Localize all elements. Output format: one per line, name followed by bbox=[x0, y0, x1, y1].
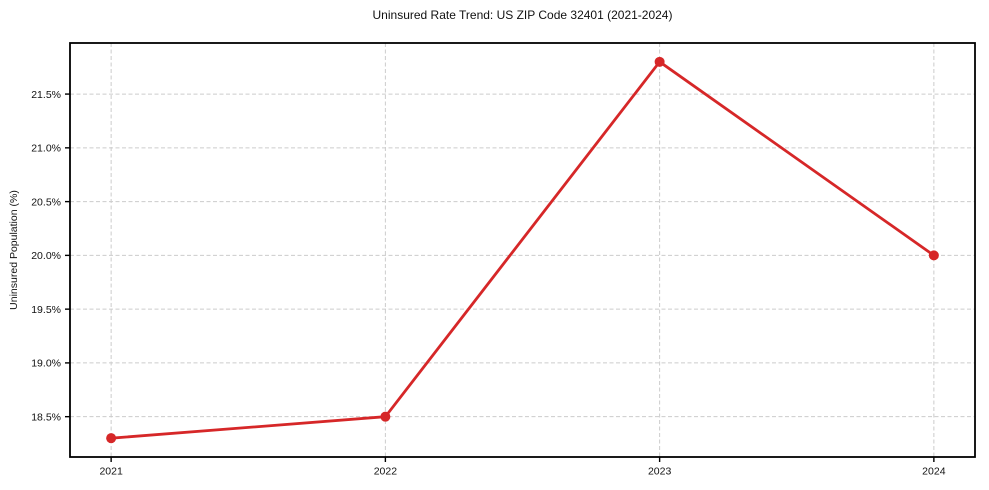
x-tick-label: 2022 bbox=[374, 466, 398, 478]
plot-border bbox=[69, 42, 976, 458]
y-tick-label: 21.5% bbox=[31, 89, 61, 101]
trend-line bbox=[109, 60, 936, 440]
x-tick-label: 2023 bbox=[648, 466, 672, 478]
y-tick-label: 19.5% bbox=[31, 304, 61, 316]
y-tick-label: 18.5% bbox=[31, 411, 61, 423]
y-tick-label: 20.0% bbox=[31, 250, 61, 262]
data-point-2022 bbox=[380, 411, 391, 422]
x-tick-label: 2024 bbox=[922, 466, 946, 478]
data-point-2021 bbox=[106, 433, 117, 444]
y-tick-label: 19.0% bbox=[31, 358, 61, 370]
y-tick-label: 21.0% bbox=[31, 143, 61, 155]
chart-title: Uninsured Rate Trend: US ZIP Code 32401 … bbox=[372, 8, 673, 22]
y-tick-label: 20.5% bbox=[31, 196, 61, 208]
data-point-2024 bbox=[928, 250, 939, 261]
data-point-2023 bbox=[654, 56, 665, 67]
x-tick-label: 2021 bbox=[99, 466, 123, 478]
